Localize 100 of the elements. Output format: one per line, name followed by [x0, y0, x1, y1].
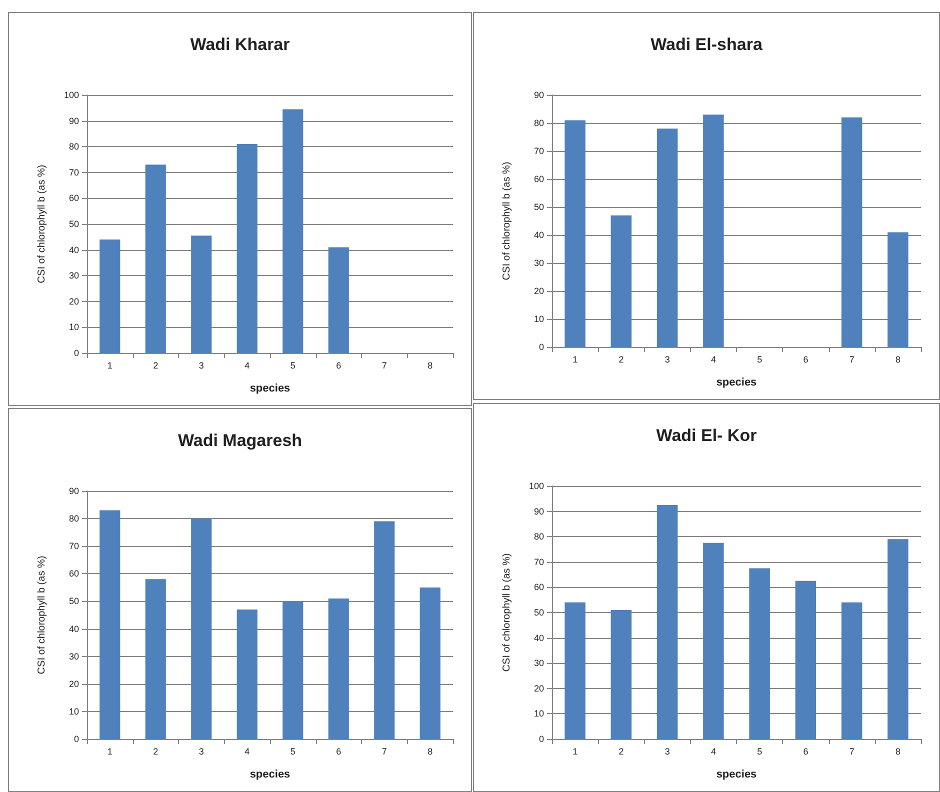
bar	[749, 568, 770, 739]
y-tick-label: 0	[538, 734, 544, 744]
y-tick-label: 90	[68, 486, 79, 496]
y-tick-label: 10	[534, 708, 544, 719]
y-tick-label: 80	[534, 118, 544, 128]
bar	[100, 239, 120, 353]
y-tick-label: 40	[68, 624, 79, 634]
bar	[236, 609, 258, 739]
y-tick-label: 50	[534, 202, 544, 212]
bar	[145, 164, 166, 353]
bar	[610, 610, 632, 739]
bar	[236, 144, 258, 353]
chart-title: Wadi Kharar	[190, 35, 290, 54]
x-tick-label: 8	[895, 746, 900, 756]
bar	[282, 109, 304, 353]
y-tick-label: 90	[68, 116, 79, 126]
y-tick-label: 10	[68, 706, 79, 716]
y-tick-label: 10	[68, 322, 79, 332]
bar	[282, 601, 304, 739]
bar	[100, 510, 120, 739]
y-tick-label: 100	[64, 90, 79, 100]
y-tick-label: 70	[68, 167, 79, 178]
y-axis-title: CSI of chlorophyll b (as %)	[502, 553, 512, 672]
x-axis-title: species	[250, 382, 290, 394]
y-axis-title: CSI of chlorophyll b (as %)	[502, 162, 512, 280]
y-tick-label: 0	[538, 342, 544, 352]
y-tick-label: 20	[68, 296, 79, 306]
x-tick-label: 2	[153, 360, 158, 370]
bar	[191, 236, 212, 353]
bar	[328, 247, 349, 353]
x-tick-label: 3	[664, 354, 670, 364]
bar	[703, 542, 724, 739]
x-tick-label: 2	[618, 354, 624, 364]
bar	[888, 539, 908, 739]
bar	[191, 518, 212, 739]
y-tick-label: 50	[68, 596, 79, 606]
y-tick-label: 60	[68, 568, 79, 579]
y-tick-label: 20	[534, 683, 544, 694]
y-tick-label: 80	[68, 142, 79, 152]
y-tick-label: 30	[534, 258, 544, 268]
y-axis-title: CSI of chlorophyll b (as %)	[36, 556, 48, 674]
x-tick-label: 8	[428, 360, 433, 370]
chart-title: Wadi El-shara	[650, 35, 763, 54]
x-tick-label: 6	[803, 354, 808, 364]
x-tick-label: 4	[244, 746, 250, 756]
bar	[610, 215, 632, 347]
y-tick-label: 40	[68, 244, 79, 255]
x-tick-label: 6	[336, 360, 342, 370]
y-tick-label: 30	[68, 270, 79, 281]
y-tick-label: 40	[534, 230, 544, 240]
x-tick-label: 5	[290, 746, 296, 756]
y-tick-label: 70	[534, 556, 544, 567]
x-tick-label: 1	[107, 360, 112, 370]
x-tick-label: 3	[664, 746, 670, 756]
x-tick-label: 6	[336, 746, 342, 756]
y-tick-label: 30	[68, 651, 79, 662]
x-tick-label: 4	[710, 746, 716, 756]
bar	[656, 128, 678, 347]
x-tick-label: 7	[382, 746, 387, 756]
y-tick-label: 100	[528, 481, 544, 491]
x-tick-label: 5	[757, 746, 762, 756]
x-tick-label: 1	[572, 354, 578, 364]
x-tick-label: 4	[244, 360, 250, 370]
y-tick-label: 10	[534, 314, 544, 324]
y-tick-label: 70	[534, 146, 544, 156]
bar	[374, 521, 395, 739]
bar	[564, 602, 586, 739]
x-tick-label: 6	[803, 746, 808, 756]
chart-title: Wadi El- Kor	[656, 426, 758, 445]
x-tick-label: 8	[428, 746, 433, 756]
x-tick-label: 2	[153, 746, 158, 756]
x-tick-label: 4	[710, 354, 716, 364]
bar	[795, 580, 816, 739]
bar	[328, 598, 349, 739]
bar	[703, 114, 724, 347]
y-tick-label: 30	[534, 658, 544, 668]
bar	[564, 120, 586, 347]
x-tick-label: 1	[572, 746, 578, 756]
bar	[841, 117, 862, 347]
y-tick-label: 60	[534, 582, 544, 592]
x-axis-title: species	[250, 768, 290, 780]
bar	[888, 232, 908, 347]
x-tick-label: 2	[618, 746, 624, 756]
y-tick-label: 80	[534, 532, 544, 542]
y-tick-label: 20	[68, 678, 79, 689]
y-tick-label: 50	[68, 219, 79, 229]
x-tick-label: 5	[290, 360, 296, 370]
bar	[145, 579, 166, 739]
y-tick-label: 0	[74, 734, 79, 744]
y-tick-label: 80	[68, 514, 79, 524]
bar	[420, 587, 440, 739]
chart-title: Wadi Magaresh	[178, 431, 302, 450]
x-tick-label: 7	[849, 354, 854, 364]
x-tick-label: 7	[382, 360, 387, 370]
y-tick-label: 90	[534, 506, 544, 516]
y-tick-label: 50	[534, 608, 544, 618]
y-tick-label: 60	[534, 174, 544, 184]
x-tick-label: 3	[198, 746, 204, 756]
bar	[841, 602, 862, 739]
x-tick-label: 5	[757, 354, 762, 364]
